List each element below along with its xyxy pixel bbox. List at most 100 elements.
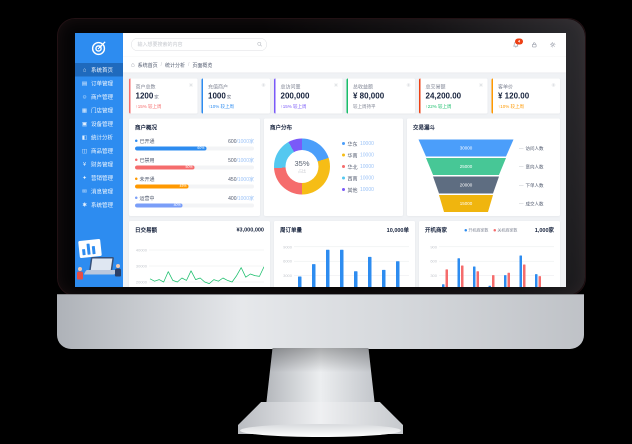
card-settings-icon[interactable]	[551, 83, 556, 88]
legend-label: 西南	[347, 176, 358, 182]
funnel-chart: 30000 访问人数 25000 意向人数 20000 下单人数 15000 成交人数	[413, 139, 554, 212]
marketing-icon: ✦	[82, 175, 87, 181]
legend-value: 10000	[360, 186, 374, 193]
card-settings-icon[interactable]	[189, 83, 194, 88]
monitor-stand-neck	[266, 348, 375, 406]
legend-item[interactable]: 华东 10000	[342, 140, 374, 147]
lock-icon[interactable]	[531, 41, 538, 48]
legend-label: 华南	[347, 153, 358, 159]
sidebar-item-order[interactable]: ▤ 订单管理	[75, 77, 123, 91]
stat-card: 总收益额 ¥ 80,000 较上周持平	[346, 78, 415, 114]
monitor-chin	[57, 294, 584, 349]
funnel-label: 意向人数	[519, 163, 544, 170]
panel-total: 1,000家	[534, 227, 554, 234]
sidebar-item-store[interactable]: ▦ 门店管理	[75, 104, 123, 118]
sidebar-item-user[interactable]: ☺ 商户管理	[75, 90, 123, 104]
funnel-label: 访问人数	[519, 145, 544, 152]
panel-total: 10,000单	[386, 227, 409, 234]
breadcrumb-item[interactable]: 页面概览	[192, 62, 213, 69]
panel-total: ¥3,000,000	[236, 227, 264, 233]
card-settings-icon[interactable]	[334, 83, 339, 88]
legend-dot	[135, 196, 138, 199]
legend-value: 10000	[360, 175, 374, 181]
middle-panels-row: 商户概况 已开通 600/1000家 60% 已禁用 500/1000家 50% 未开通 45…	[129, 118, 560, 216]
panel-weekly-orders: 周订单量 10,000单 9000 6000 3000	[274, 221, 415, 287]
progress-track: 45%	[135, 184, 254, 189]
svg-text:300: 300	[430, 273, 437, 278]
donut-chart: 35% 占比	[274, 138, 330, 195]
home-icon[interactable]: ⌂	[131, 61, 135, 68]
stat-card-label: 充值商户	[208, 84, 228, 91]
legend-item[interactable]: 西南 10000	[342, 174, 374, 182]
progress-fill: 50%	[135, 165, 195, 170]
sidebar-item-label: 系统首页	[91, 67, 113, 74]
card-settings-icon[interactable]	[406, 83, 411, 88]
gear-icon[interactable]	[550, 41, 557, 48]
svg-text:6000: 6000	[283, 259, 293, 264]
sidebar-item-message[interactable]: ✉ 消息管理	[75, 185, 123, 199]
legend-dot	[135, 139, 138, 142]
funnel-segment: 30000	[418, 139, 514, 157]
sidebar-item-label: 财务管理	[91, 161, 113, 168]
sidebar-item-device[interactable]: ▣ 设备管理	[75, 117, 123, 131]
legend-item[interactable]: 华南 10000	[342, 151, 374, 159]
search-box	[131, 38, 267, 51]
search-icon[interactable]	[257, 41, 263, 48]
panel-merchant-distribution: 商户分布 35% 占比 华东 10000 华南 10000 华北 10000 西南 10000…	[264, 118, 403, 216]
progress-value: 500/1000家	[228, 158, 254, 164]
legend-item[interactable]: 开机商家数	[464, 227, 488, 233]
legend-dot	[135, 177, 138, 180]
legend-label: 其他	[347, 187, 358, 194]
screen: ⌂ 系统首页 ▤ 订单管理 ☺ 商户管理 ▦ 门店管理 ▣ 设备管理 ◧ 统计分析 ◫ 商品管理 ¥ 财务管理…	[75, 33, 566, 287]
breadcrumb: ⌂ 系统首页 / 统计分析 / 页面概览	[123, 56, 566, 73]
stat-card: 总交易额 24,200.00 ↑22% 较上周	[419, 78, 488, 114]
funnel-label: 下单人数	[519, 182, 544, 189]
progress-item: 已禁用 500/1000家 50%	[135, 156, 254, 170]
illustration-chart-board	[78, 238, 102, 259]
stat-card-label: 商户总数	[135, 84, 156, 91]
sidebar-item-system[interactable]: ✱ 系统管理	[75, 198, 123, 212]
illustration-person	[115, 264, 121, 277]
progress-label: 已禁用	[139, 158, 155, 164]
legend-item[interactable]: 关机商家数	[493, 227, 517, 233]
sidebar-item-label: 统计分析	[91, 134, 113, 141]
sidebar-illustration	[75, 238, 123, 287]
sidebar-item-stats[interactable]: ◧ 统计分析	[75, 131, 123, 145]
legend-dot	[135, 158, 138, 161]
legend-dot	[493, 228, 496, 232]
legend-item[interactable]: 华北 10000	[342, 163, 374, 170]
progress-item: 运营中 400/1000家 40%	[135, 194, 254, 208]
legend-value: 10000	[360, 163, 374, 170]
legend-dot	[342, 142, 345, 145]
sidebar-item-marketing[interactable]: ✦ 营销管理	[75, 171, 123, 185]
breadcrumb-item[interactable]: 系统首页	[137, 62, 158, 69]
progress-item: 已开通 600/1000家 60%	[135, 137, 254, 151]
notification-icon[interactable]: 4	[513, 38, 523, 48]
system-icon: ✱	[82, 202, 87, 208]
sidebar: ⌂ 系统首页 ▤ 订单管理 ☺ 商户管理 ▦ 门店管理 ▣ 设备管理 ◧ 统计分析 ◫ 商品管理 ¥ 财务管理…	[75, 33, 123, 287]
search-input[interactable]	[131, 38, 267, 51]
funnel-label: 成交人数	[519, 200, 544, 207]
breadcrumb-item[interactable]: 统计分析	[165, 62, 186, 69]
home-icon: ⌂	[82, 66, 87, 73]
header-actions: 4	[513, 38, 557, 48]
sidebar-item-goods[interactable]: ◫ 商品管理	[75, 144, 123, 158]
card-settings-icon[interactable]	[479, 83, 484, 88]
legend-dot	[342, 165, 345, 168]
legend-item[interactable]: 其他 10000	[342, 186, 374, 194]
app-logo[interactable]	[75, 33, 123, 63]
sidebar-item-home[interactable]: ⌂ 系统首页	[75, 63, 123, 77]
card-settings-icon[interactable]	[261, 83, 266, 88]
svg-text:600: 600	[430, 259, 437, 264]
progress-track: 40%	[135, 203, 254, 208]
illustration-person	[77, 267, 83, 280]
sidebar-item-finance[interactable]: ¥ 财务管理	[75, 158, 123, 172]
finance-icon: ¥	[82, 161, 87, 168]
user-icon: ☺	[81, 93, 88, 100]
stat-card-label: 客单价	[498, 84, 513, 91]
legend-dot	[342, 176, 345, 180]
header: 4 ⌂ 系统首页/统计分析/页面概览	[123, 33, 566, 73]
legend-value: 10000	[360, 152, 374, 158]
svg-text:3000: 3000	[283, 273, 293, 278]
stat-card-trend: ↑15% 较上周	[280, 104, 307, 109]
